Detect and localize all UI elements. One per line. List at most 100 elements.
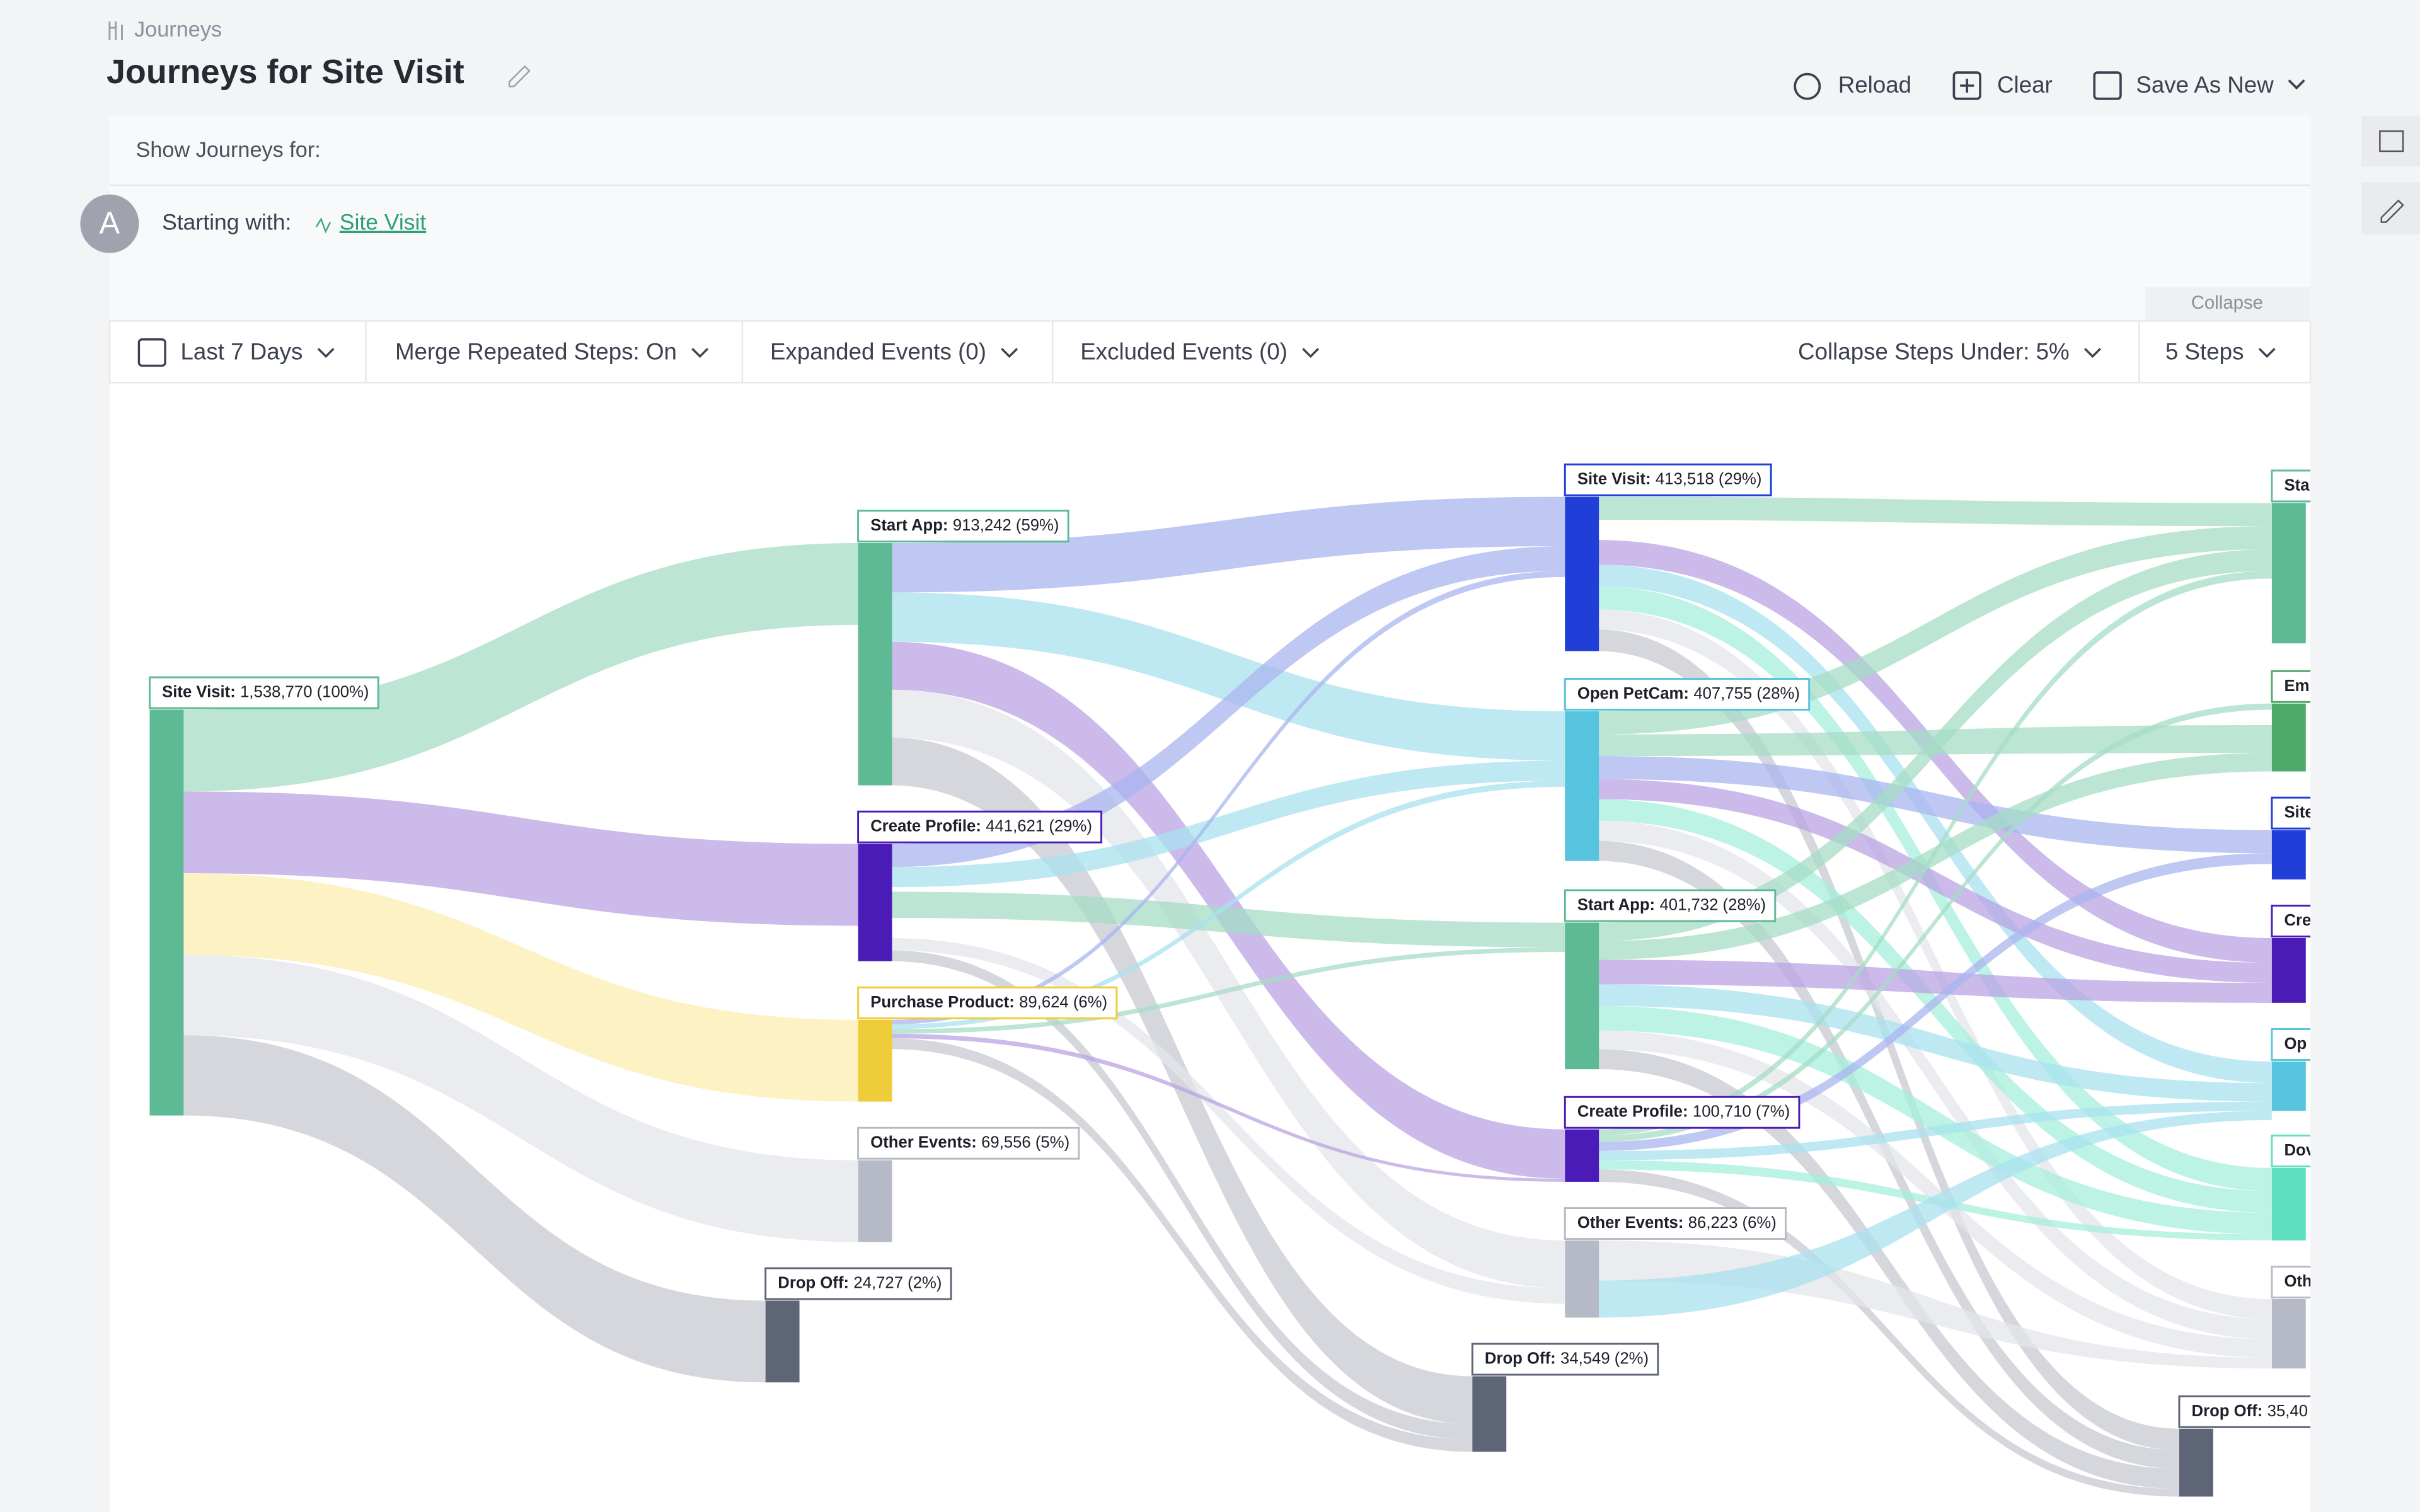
toolbar-dropdown[interactable]: Merge Repeated Steps: On — [395, 339, 677, 365]
node-bar — [858, 1019, 892, 1102]
node-name[interactable]: Create Profile: — [870, 817, 981, 835]
node-label: Drop Off: 34,549 (2%) — [1485, 1349, 1649, 1367]
breadcrumb[interactable]: Journeys — [134, 18, 222, 42]
node-stat: 86,223 (6%) — [1688, 1214, 1777, 1232]
node-label-box — [2271, 1266, 2311, 1299]
node-bar — [858, 1160, 892, 1242]
page-title: Journeys for Site Visit — [107, 53, 464, 91]
node-stat: 35,40 — [2267, 1402, 2308, 1420]
flow-ribbon — [1597, 984, 2272, 1102]
node-label: Op — [2284, 1035, 2307, 1053]
node-label: Site — [2284, 803, 2313, 821]
node-label-box — [149, 676, 379, 709]
node-bar — [149, 709, 184, 1116]
flow-ribbon — [1597, 1005, 2272, 1235]
edit-icon[interactable] — [508, 65, 531, 88]
node-stat: 913,242 (59%) — [953, 517, 1059, 534]
node-bar — [1565, 1129, 1599, 1182]
flow-ribbon — [1597, 1111, 2272, 1318]
node-name[interactable]: Cre — [2284, 912, 2311, 929]
toolbar-dropdown[interactable]: Excluded Events (0) — [1080, 339, 1288, 365]
node-label: Drop Off: 35,40 — [2192, 1402, 2308, 1420]
node-label: Em — [2284, 677, 2309, 695]
node-bar — [2271, 937, 2306, 1003]
node-label-box — [2271, 796, 2311, 830]
node-stat: 413,518 (29%) — [1656, 470, 1762, 488]
flow-ribbon — [890, 781, 1565, 1029]
node-bar — [1565, 1240, 1599, 1318]
node-name[interactable]: Dov — [2284, 1142, 2315, 1159]
node-name[interactable]: Oth — [2284, 1273, 2312, 1290]
node-name[interactable]: Site Visit: — [1577, 470, 1651, 488]
toolbar-dropdown[interactable]: 5 Steps — [2165, 339, 2244, 365]
flow-ribbon — [890, 546, 1565, 868]
node-bar — [1565, 496, 1599, 651]
node-name[interactable]: Drop Off: — [2192, 1402, 2263, 1420]
node-label: Open PetCam: 407,755 (28%) — [1577, 685, 1800, 702]
flow-ribbon — [1597, 779, 2272, 983]
node-label: Create Profile: 441,621 (29%) — [870, 817, 1092, 835]
starting-event[interactable]: Site Visit — [340, 209, 427, 234]
node-name[interactable]: Create Profile: — [1577, 1103, 1688, 1121]
node-name[interactable]: Sta — [2284, 476, 2310, 494]
node-label-box — [857, 510, 1069, 543]
clear-button[interactable]: Clear — [1997, 72, 2053, 98]
node-name[interactable]: Drop Off: — [1485, 1349, 1556, 1367]
starting-label: Starting with: — [162, 209, 291, 234]
flow-ribbon — [183, 1035, 766, 1383]
node-name[interactable]: Purchase Product: — [870, 994, 1015, 1011]
flow-ribbon — [1597, 1169, 2179, 1497]
node-name[interactable]: Start App: — [1577, 896, 1655, 914]
node-stat: 24,727 (2%) — [853, 1274, 942, 1292]
flow-ribbon — [890, 496, 1565, 593]
node-bar — [2271, 1061, 2306, 1111]
node-name[interactable]: Site Visit: — [162, 683, 236, 701]
toolbar-dropdown[interactable]: Last 7 Days — [181, 339, 303, 365]
flow-ribbon — [1597, 564, 2272, 1084]
node-name[interactable]: Other Events: — [1577, 1214, 1684, 1232]
flow-ribbon — [890, 1033, 1565, 1182]
chevron[interactable] — [2288, 79, 2305, 90]
node-bar — [2271, 1299, 2306, 1369]
node-label-box — [1564, 463, 1772, 496]
flow-ribbon — [1597, 959, 2272, 1003]
node-name[interactable]: Start App: — [870, 517, 948, 534]
edit-icon — [2380, 199, 2404, 223]
flow-ribbon — [183, 543, 858, 792]
node-label: Other Events: 86,223 (6%) — [1577, 1214, 1777, 1232]
node-name[interactable]: Op — [2284, 1035, 2307, 1053]
node-label: Site Visit: 1,538,770 (100%) — [162, 683, 369, 701]
node-name[interactable]: Drop Off: — [778, 1274, 849, 1292]
node-label-box — [2271, 670, 2311, 703]
node-name[interactable]: Open PetCam: — [1577, 685, 1689, 702]
node-name[interactable]: Other Events: — [870, 1133, 977, 1151]
side-button[interactable] — [2361, 115, 2420, 167]
flow-ribbon — [890, 937, 1565, 1304]
node-stat: 1,538,770 (100%) — [240, 683, 369, 701]
reload-button[interactable]: Reload — [1838, 72, 1911, 98]
chevron — [317, 348, 335, 358]
chevron — [1001, 348, 1018, 358]
chevron — [1302, 348, 1320, 358]
collapse-tab[interactable] — [2145, 287, 2311, 321]
flow-ribbon — [890, 571, 1565, 1025]
node-stat: 100,710 (7%) — [1693, 1103, 1790, 1121]
toolbar-dropdown[interactable]: Collapse Steps Under: 5% — [1798, 339, 2070, 365]
node-stat: 34,549 (2%) — [1560, 1349, 1649, 1367]
node-name[interactable]: Site — [2284, 803, 2313, 821]
node-stat: 69,556 (5%) — [981, 1133, 1069, 1151]
node-label: Start App: 913,242 (59%) — [870, 517, 1059, 534]
node-label-box — [2271, 905, 2311, 937]
node-name[interactable]: Em — [2284, 677, 2309, 695]
node-stat: 89,624 (6%) — [1019, 994, 1107, 1011]
node-label: Other Events: 69,556 (5%) — [870, 1133, 1069, 1151]
node-bar — [2271, 503, 2306, 644]
flow-ribbon — [890, 891, 1565, 948]
flow-ribbon — [1597, 853, 2272, 1151]
node-label: Purchase Product: 89,624 (6%) — [870, 994, 1107, 1011]
save-as-new-button[interactable]: Save As New — [2136, 72, 2274, 98]
toolbar-dropdown[interactable]: Expanded Events (0) — [770, 339, 986, 365]
query-panel — [109, 115, 2311, 321]
collapse-tab-label: Collapse — [2191, 292, 2263, 313]
